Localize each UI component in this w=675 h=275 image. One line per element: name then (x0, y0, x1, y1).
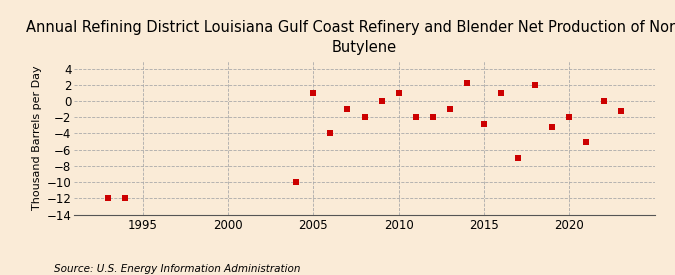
Point (120, 196, 131, 200)
Point (394, 91, 404, 95)
Point (547, 125, 558, 129)
Text: Source: U.S. Energy Information Administration: Source: U.S. Energy Information Administ… (54, 264, 300, 274)
Point (291, 180, 302, 184)
Point (479, 122, 489, 126)
Point (581, 139, 592, 144)
Point (325, 131, 335, 136)
Y-axis label: Thousand Barrels per Day: Thousand Barrels per Day (32, 65, 43, 210)
Title: Annual Refining District Louisiana Gulf Coast Refinery and Blender Net Productio: Annual Refining District Louisiana Gulf … (26, 20, 675, 55)
Point (359, 115, 370, 119)
Point (376, 99, 387, 103)
Point (444, 107, 455, 111)
Point (495, 91, 506, 95)
Point (615, 109, 626, 113)
Point (598, 99, 609, 103)
Point (462, 81, 472, 86)
Point (513, 156, 524, 160)
Point (342, 107, 353, 111)
Point (103, 196, 114, 200)
Point (308, 91, 319, 95)
Point (427, 115, 438, 119)
Point (530, 82, 541, 87)
Point (410, 115, 421, 119)
Point (564, 115, 575, 119)
